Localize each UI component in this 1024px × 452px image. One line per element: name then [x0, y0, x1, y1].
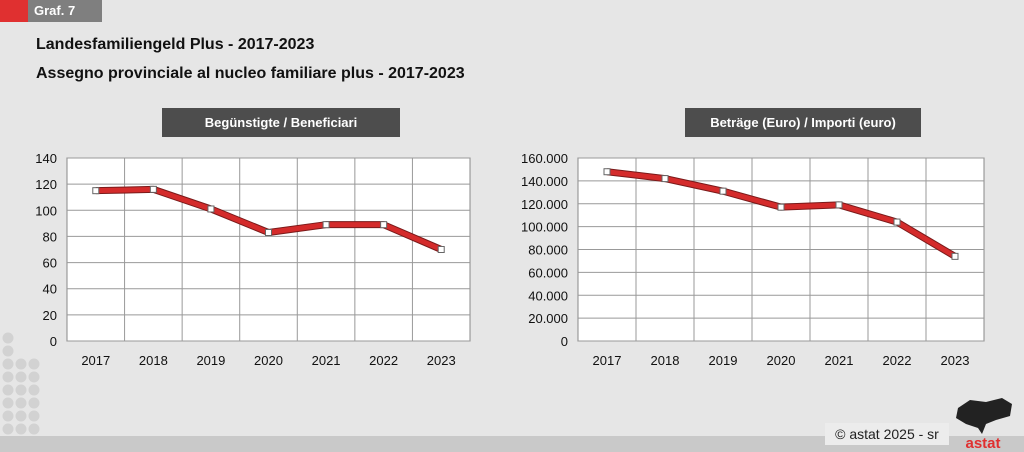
- data-point: [893, 218, 901, 226]
- dot: [28, 397, 40, 409]
- chart-title-beneficiaries: Begünstigte / Beneficiari: [162, 108, 400, 137]
- x-tick-label: 2017: [593, 353, 622, 368]
- data-point: [777, 203, 785, 211]
- copyright: © astat 2025 - sr: [825, 423, 949, 445]
- dot: [2, 384, 14, 396]
- data-point: [719, 187, 727, 195]
- x-tick-label: 2022: [883, 353, 912, 368]
- x-tick-label: 2017: [81, 353, 110, 368]
- dot: [15, 358, 27, 370]
- title-italian: Assegno provinciale al nucleo familiare …: [36, 65, 465, 82]
- accent-tab: [0, 0, 28, 22]
- data-point: [322, 221, 330, 229]
- title-german: Landesfamiliengeld Plus - 2017-2023: [36, 36, 315, 53]
- dot: [28, 423, 40, 435]
- chart-title-amounts: Beträge (Euro) / Importi (euro): [685, 108, 921, 137]
- y-tick-label: 120: [35, 177, 57, 192]
- dot: [15, 371, 27, 383]
- y-tick-label: 60: [43, 256, 57, 271]
- y-tick-label: 160.000: [521, 151, 568, 166]
- dot: [2, 332, 14, 344]
- dot: [15, 410, 27, 422]
- y-tick-label: 140: [35, 151, 57, 166]
- x-tick-label: 2021: [312, 353, 341, 368]
- dot: [2, 358, 14, 370]
- plot-area: [66, 157, 471, 342]
- dot: [28, 384, 40, 396]
- svg-text:astat: astat: [965, 435, 1000, 450]
- y-tick-label: 100: [35, 203, 57, 218]
- data-point: [207, 205, 215, 213]
- y-tick-label: 80.000: [528, 243, 568, 258]
- footer-bar: [0, 436, 1024, 452]
- x-tick-label: 2021: [825, 353, 854, 368]
- chart-1: 0 20.000 40.000 60.000 80.000 100.000 120.000 1…: [521, 151, 985, 368]
- dot: [15, 397, 27, 409]
- dot: [2, 397, 14, 409]
- x-tick-label: 2020: [767, 353, 796, 368]
- y-tick-label: 0: [561, 334, 568, 349]
- decorative-dots: [2, 332, 40, 435]
- y-tick-label: 0: [50, 334, 57, 349]
- data-point: [149, 185, 157, 193]
- x-tick-label: 2020: [254, 353, 283, 368]
- chart-0: 0 20 40 60 80 100 120 140 2017 2018 2019 2020 2021 20…: [35, 151, 471, 368]
- dot: [2, 345, 14, 357]
- data-point: [661, 175, 669, 183]
- y-tick-label: 20: [43, 308, 57, 323]
- astat-logo: astat: [956, 398, 1012, 450]
- y-tick-label: 140.000: [521, 174, 568, 189]
- dot: [2, 410, 14, 422]
- data-point: [265, 229, 272, 237]
- x-tick-label: 2022: [369, 353, 398, 368]
- dot: [28, 371, 40, 383]
- dot: [28, 410, 40, 422]
- x-tick-label: 2023: [941, 353, 970, 368]
- dot: [28, 358, 40, 370]
- y-tick-label: 80: [43, 229, 57, 244]
- y-tick-label: 100.000: [521, 220, 568, 235]
- x-tick-label: 2019: [196, 353, 225, 368]
- x-tick-label: 2023: [427, 353, 456, 368]
- data-point: [835, 201, 843, 209]
- y-tick-label: 40.000: [528, 288, 568, 303]
- y-tick-label: 20.000: [528, 311, 568, 326]
- data-point: [380, 221, 388, 229]
- x-tick-label: 2018: [139, 353, 168, 368]
- y-tick-label: 40: [43, 282, 57, 297]
- data-point: [951, 252, 959, 260]
- dot: [2, 423, 14, 435]
- data-point: [603, 168, 611, 176]
- dot: [2, 371, 14, 383]
- data-point: [92, 187, 100, 195]
- y-tick-label: 120.000: [521, 197, 568, 212]
- data-point: [437, 246, 445, 253]
- y-tick-label: 60.000: [528, 265, 568, 280]
- dot: [15, 423, 27, 435]
- dot: [15, 384, 27, 396]
- x-tick-label: 2019: [709, 353, 738, 368]
- x-tick-label: 2018: [651, 353, 680, 368]
- figure-label: Graf. 7: [28, 0, 102, 22]
